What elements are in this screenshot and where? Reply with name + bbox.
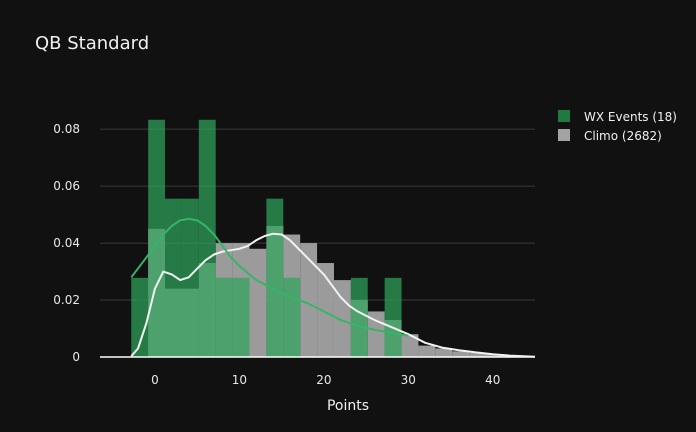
- y-tick-label: 0.06: [53, 179, 80, 193]
- climo-histogram-bar: [249, 248, 267, 357]
- wx-histogram-bar: [266, 198, 284, 357]
- y-tick-label: 0: [72, 350, 80, 364]
- legend-entry: WX Events (18): [584, 110, 677, 124]
- wx-histogram-bar: [384, 277, 402, 357]
- climo-histogram-bar: [452, 351, 470, 357]
- x-tick-label: 30: [401, 373, 416, 387]
- climo-histogram-bar: [486, 354, 503, 357]
- x-axis-label: Points: [326, 398, 370, 414]
- legend-swatch: [558, 129, 570, 141]
- climo-histogram-bar: [418, 345, 436, 357]
- x-tick-label: 0: [151, 373, 159, 387]
- climo-histogram-bar: [333, 280, 351, 357]
- x-tick-label: 40: [485, 373, 500, 387]
- climo-histogram-bar: [469, 352, 487, 357]
- wx-histogram-bar: [350, 277, 368, 357]
- y-tick-label: 0.08: [53, 122, 80, 136]
- y-tick-label: 0.02: [53, 293, 80, 307]
- y-tick-label: 0.04: [53, 236, 80, 250]
- wx-histogram-bar: [148, 119, 166, 357]
- climo-histogram-bar: [300, 243, 318, 357]
- legend-swatch: [558, 110, 570, 122]
- wx-histogram-bar: [283, 277, 301, 357]
- climo-kde-line: [130, 232, 536, 358]
- climo-histogram-bar: [317, 263, 334, 357]
- wx-histogram-bar: [215, 277, 233, 357]
- climo-histogram-bar: [435, 348, 453, 357]
- wx-histogram-bar: [181, 198, 199, 357]
- wx-histogram-bar: [198, 119, 216, 357]
- chart-title: QB Standard: [35, 33, 150, 54]
- wx-histogram-bar: [131, 277, 149, 357]
- x-tick-label: 20: [316, 373, 331, 387]
- wx-histogram-bar: [165, 198, 182, 357]
- wx-kde-line: [130, 217, 409, 337]
- wx-histogram-bar: [232, 277, 250, 357]
- legend-entry: Climo (2682): [584, 129, 662, 143]
- climo-histogram-bar: [401, 334, 419, 357]
- x-tick-label: 10: [232, 373, 247, 387]
